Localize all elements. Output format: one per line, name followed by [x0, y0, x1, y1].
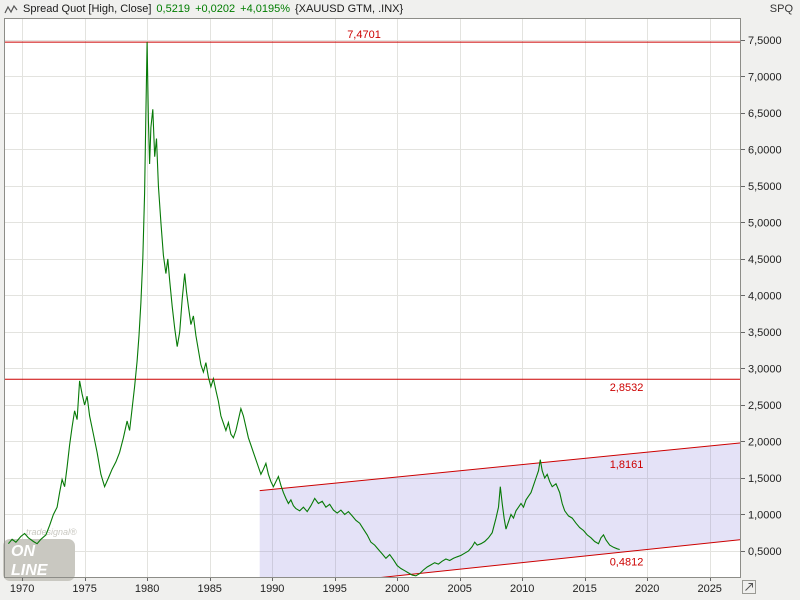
- trend-line-lower[interactable]: [260, 539, 741, 591]
- chart-plot[interactable]: tradesignal® ON LINE 7,4701 2,8532 1,8161 0,48…: [0, 18, 800, 600]
- symbol-reference: {XAUUSD GTM, .INX}: [295, 3, 404, 15]
- time-axis-label: 1975: [72, 583, 96, 595]
- hline-value-label-1: 2,8532: [610, 382, 644, 394]
- time-axis[interactable]: 1970 1975 1980 1985 1990 1995 2000 2005 2010 2015…: [10, 578, 722, 595]
- time-axis-label: 1970: [10, 583, 34, 595]
- price-axis-label: 3,5000: [748, 327, 782, 339]
- price-axis-label: 2,5000: [748, 400, 782, 412]
- trend-line-upper[interactable]: [259, 442, 741, 492]
- change-percent: +4,0195%: [240, 3, 290, 15]
- tradesignal-watermark: tradesignal® ON LINE: [3, 527, 77, 581]
- price-axis-label: 7,5000: [748, 35, 782, 47]
- price-axis-label: 2,0000: [748, 436, 782, 448]
- time-axis-label: 2000: [385, 583, 409, 595]
- price-axis-label: 3,0000: [748, 363, 782, 375]
- price-axis-label: 4,0000: [748, 290, 782, 302]
- svg-text:tradesignal®: tradesignal®: [26, 527, 77, 537]
- svg-text:ON: ON: [11, 543, 35, 560]
- price-axis-label: 1,0000: [748, 509, 782, 521]
- price-series-line[interactable]: [7, 42, 620, 577]
- price-axis-label: 5,0000: [748, 217, 782, 229]
- chart-plot-background[interactable]: [4, 18, 741, 578]
- time-axis-label: 2025: [697, 583, 721, 595]
- price-axis-label: 6,0000: [748, 144, 782, 156]
- line-chart-icon: [4, 4, 18, 15]
- price-axis-label: 1,5000: [748, 473, 782, 485]
- hline-value-label-0: 7,4701: [347, 29, 381, 41]
- time-axis-label: 2005: [447, 583, 471, 595]
- last-value: 0,5219: [156, 3, 191, 15]
- time-axis-label: 1985: [197, 583, 221, 595]
- time-axis-label: 1980: [135, 583, 159, 595]
- plot-frame: [4, 18, 741, 578]
- grid-lines: [4, 18, 741, 578]
- price-axis-label: 0,5000: [748, 546, 782, 558]
- price-axis[interactable]: 0,5000 1,0000 1,5000 2,0000 2,5000 3,0000 3,50…: [741, 35, 782, 558]
- price-axis-label: 4,5000: [748, 254, 782, 266]
- svg-text:LINE: LINE: [11, 562, 49, 579]
- trendline-value-label-upper: 1,8161: [610, 459, 644, 471]
- series-title: Spread Quot [High, Close]: [23, 3, 152, 15]
- time-axis-label: 2015: [572, 583, 596, 595]
- price-axis-label: 6,5000: [748, 108, 782, 120]
- chart-legend-bar: Spread Quot [High, Close] 0,5219 +0,0202…: [0, 0, 800, 18]
- resize-handle-icon[interactable]: [742, 580, 756, 594]
- time-axis-label: 2020: [635, 583, 659, 595]
- time-axis-label: 2010: [510, 583, 534, 595]
- price-axis-code: SPQ: [769, 3, 793, 15]
- time-axis-label: 1995: [322, 583, 346, 595]
- price-axis-label: 5,5000: [748, 181, 782, 193]
- time-axis-label: 1990: [260, 583, 284, 595]
- trend-channel-fill: [259, 442, 741, 578]
- change-absolute: +0,0202: [195, 3, 236, 15]
- trendline-value-label-lower: 0,4812: [610, 556, 644, 568]
- price-axis-label: 7,0000: [748, 71, 782, 83]
